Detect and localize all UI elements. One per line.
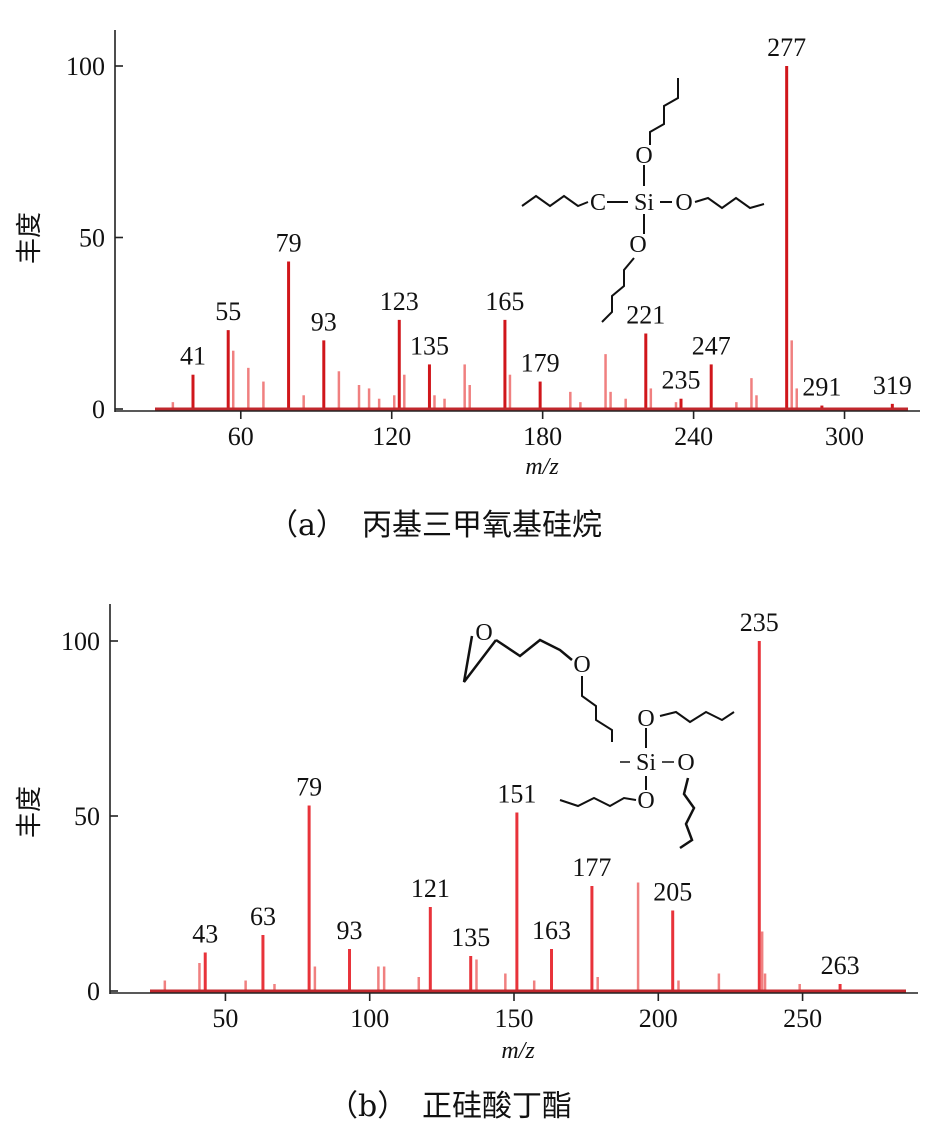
panel-b-caption-prefix: （b）: [328, 1089, 407, 1124]
peak-label-93: 93: [337, 916, 363, 945]
x-tick-label-300: 300: [825, 422, 864, 451]
atom-label: Si: [634, 190, 654, 216]
peak-label-93: 93: [311, 307, 337, 336]
panel-b-xlabel: m/z: [501, 1038, 535, 1064]
peak-label-151: 151: [497, 780, 536, 809]
panel-a-peaks: 41 55 79 93 123 135 165 179 221 235 247 277 291 319: [155, 33, 912, 411]
peak-label-79: 79: [296, 773, 322, 802]
peak-label-41: 41: [180, 342, 206, 371]
x-tick-label-60: 60: [228, 422, 254, 451]
atom-label: Si: [636, 750, 656, 776]
panel-b-molecule-structure: [462, 635, 735, 850]
bond: [559, 796, 637, 808]
peak-label-291: 291: [802, 373, 841, 402]
x-tick-label-50: 50: [212, 1004, 238, 1033]
panel-a-caption: 丙基三甲氧基硅烷: [362, 508, 602, 543]
atom-label: O: [637, 706, 654, 732]
bond: [679, 777, 696, 850]
peak-label-55: 55: [215, 297, 241, 326]
peak-label-221: 221: [626, 301, 665, 330]
panel-a-molecule-structure: [521, 78, 765, 323]
peak-label-319: 319: [873, 371, 912, 400]
panel-b-caption: 正硅酸丁酯: [422, 1089, 572, 1124]
x-tick-label-120: 120: [372, 422, 411, 451]
panel-a-caption-prefix: （a）: [268, 508, 346, 543]
peak-label-235: 235: [662, 366, 701, 395]
atom-label: O: [635, 143, 652, 169]
spectrum-panel-a: 41 55 79 93 123 135 165 179 221 235 247 277 291 319 0…: [15, 30, 920, 543]
atom-label: C: [590, 190, 606, 216]
peak-label-163: 163: [532, 916, 571, 945]
bond: [649, 78, 679, 145]
atom-label: O: [677, 750, 694, 776]
bond: [694, 196, 765, 210]
y-tick-label-0: 0: [92, 395, 105, 424]
atom-label: O: [573, 652, 590, 678]
panel-a-ylabel: 丰度: [15, 212, 45, 264]
atom-label: O: [675, 190, 692, 216]
peak-label-205: 205: [653, 878, 692, 907]
peak-label-165: 165: [485, 287, 524, 316]
peak-label-135: 135: [410, 331, 449, 360]
bond: [521, 194, 589, 208]
x-tick-label-180: 180: [523, 422, 562, 451]
peak-label-247: 247: [692, 331, 731, 360]
atom-label: O: [637, 788, 654, 814]
peak-label-123: 123: [380, 287, 419, 316]
x-tick-label-100: 100: [350, 1004, 389, 1033]
peak-label-43: 43: [192, 920, 218, 949]
epoxide-ring: [462, 635, 497, 683]
panel-a-molecule-atoms: O C Si O O: [590, 143, 693, 258]
panel-b-axes: 0 50 100 50 100 150 200 250: [61, 604, 918, 1033]
peak-label-277: 277: [767, 33, 806, 62]
y-tick-label-50: 50: [79, 224, 105, 253]
y-tick-label-0: 0: [87, 977, 100, 1006]
peak-label-79: 79: [276, 229, 302, 258]
x-tick-label-150: 150: [495, 1004, 534, 1033]
y-tick-label-100: 100: [61, 627, 100, 656]
bond: [495, 638, 573, 661]
peak-label-121: 121: [411, 874, 450, 903]
y-tick-label-100: 100: [66, 52, 105, 81]
bond: [659, 710, 735, 724]
peak-label-263: 263: [821, 951, 860, 980]
peak-label-179: 179: [521, 349, 560, 378]
panel-b-molecule-atoms: O O O Si O O: [475, 620, 694, 814]
x-tick-label-240: 240: [674, 422, 713, 451]
panel-a-axes: 0 50 100 60 120 180 240 300: [66, 30, 920, 451]
bond: [601, 257, 635, 323]
panel-b-ylabel: 丰度: [15, 786, 45, 838]
atom-label: O: [629, 232, 646, 258]
peak-label-177: 177: [572, 853, 611, 882]
panel-a-xlabel: m/z: [525, 454, 559, 480]
y-tick-label-50: 50: [74, 802, 100, 831]
peak-label-135: 135: [451, 923, 490, 952]
bond: [581, 676, 613, 742]
x-tick-label-200: 200: [639, 1004, 678, 1033]
x-tick-label-250: 250: [783, 1004, 822, 1033]
atom-label: O: [475, 620, 492, 646]
peak-label-235: 235: [740, 608, 779, 637]
peak-label-63: 63: [250, 902, 276, 931]
